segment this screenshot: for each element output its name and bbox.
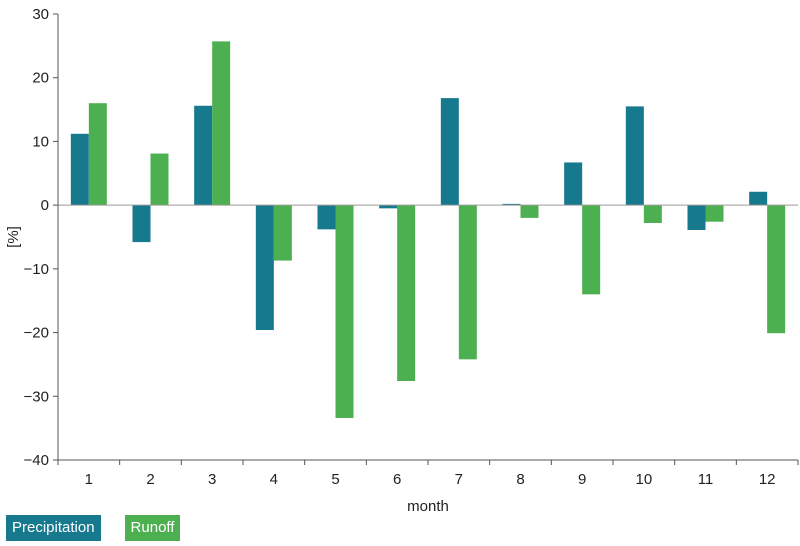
runoff-bar: [582, 205, 601, 295]
y-tick-label: −30: [24, 388, 49, 405]
precipitation-bar: [564, 162, 583, 206]
runoff-bar: [150, 153, 169, 206]
legend-item-precipitation: Precipitation: [6, 515, 101, 541]
precipitation-bar: [255, 205, 274, 331]
y-tick-label: −10: [24, 261, 49, 278]
x-tick-label: 4: [270, 471, 278, 488]
y-tick-label: 0: [41, 197, 49, 214]
precipitation-bar: [194, 105, 213, 206]
runoff-bar: [767, 205, 786, 334]
bars-layer: [70, 41, 786, 418]
runoff-bar: [397, 205, 416, 381]
y-ticks: 30 20 10 0 −10 −20 −30 −40: [24, 6, 58, 469]
x-tick-label: 2: [146, 471, 154, 488]
precipitation-bar: [749, 191, 768, 206]
x-tick-label: 3: [208, 471, 216, 488]
x-tick-label: 8: [516, 471, 524, 488]
precipitation-bar: [317, 205, 336, 230]
x-tick-label: 11: [698, 471, 714, 488]
precipitation-bar: [625, 106, 644, 206]
x-tick-label: 12: [759, 471, 776, 488]
y-tick-label: −20: [24, 325, 49, 342]
precipitation-bar: [70, 133, 89, 206]
runoff-bar: [705, 205, 724, 222]
runoff-bar: [458, 205, 477, 360]
precipitation-bar: [132, 205, 151, 243]
y-tick-label: 20: [32, 70, 49, 87]
x-tick-label: 10: [635, 471, 652, 488]
runoff-bar: [212, 41, 231, 206]
precipitation-bar: [440, 98, 459, 206]
runoff-bar: [273, 205, 292, 261]
x-tick-label: 7: [455, 471, 463, 488]
legend-item-runoff: Runoff: [124, 515, 181, 541]
y-axis-label: [%]: [5, 226, 22, 248]
runoff-bar: [643, 205, 662, 223]
x-tick-label: 9: [578, 471, 586, 488]
legend: Precipitation Runoff: [6, 515, 181, 541]
precipitation-bar: [687, 205, 706, 230]
x-axis-label: month: [407, 498, 449, 515]
precipitation-bar: [502, 203, 521, 206]
runoff-bar: [520, 205, 539, 218]
runoff-bar: [335, 205, 354, 418]
y-tick-label: −40: [24, 452, 49, 469]
x-tick-label: 5: [331, 471, 339, 488]
x-tick-label: 1: [85, 471, 93, 488]
x-tick-label: 6: [393, 471, 401, 488]
x-ticks: 1 2 3 4 5 6 7 8 9 10 11 12: [57, 460, 799, 488]
y-tick-label: 10: [32, 133, 49, 150]
runoff-bar: [88, 103, 107, 206]
y-tick-label: 30: [32, 6, 49, 23]
precipitation-bar: [379, 205, 398, 209]
